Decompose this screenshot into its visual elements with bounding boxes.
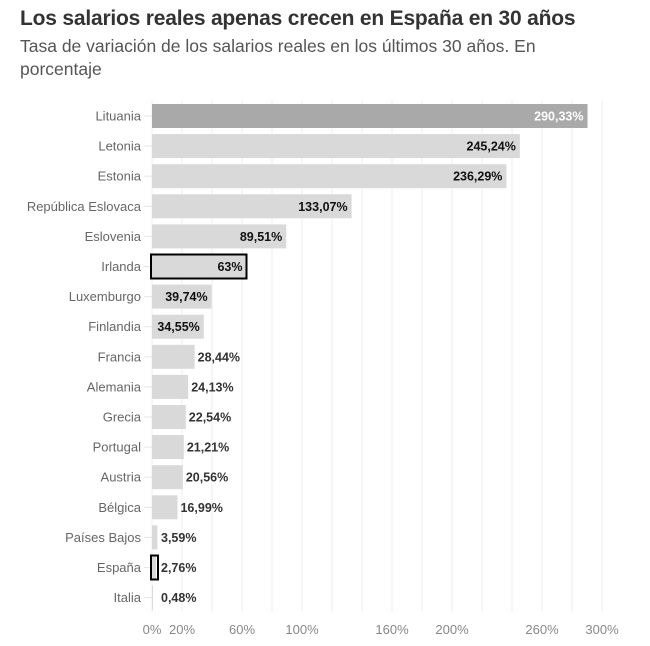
- chart-subtitle: Tasa de variación de los salarios reales…: [20, 36, 536, 79]
- x-tick-label: 160%: [375, 622, 409, 637]
- x-axis-ticks: 0% 20% 60% 100% 160% 200% 260% 300%: [143, 622, 619, 637]
- bar: [152, 525, 158, 550]
- bars: [150, 104, 588, 610]
- x-tick-label: 20%: [169, 622, 195, 637]
- value-label: 63%: [217, 260, 242, 274]
- category-label: Austria: [101, 470, 142, 485]
- bar: [152, 344, 195, 369]
- value-label: 39,74%: [165, 290, 207, 304]
- x-tick-label: 260%: [525, 622, 559, 637]
- bar: [152, 194, 352, 219]
- category-label: Irlanda: [101, 259, 142, 274]
- category-label: Eslovenia: [85, 229, 142, 244]
- value-label: 0,48%: [161, 591, 196, 605]
- bar: [152, 104, 588, 128]
- category-labels: Lituania Letonia Estonia República Eslovaca…: [27, 109, 142, 606]
- category-label: Países Bajos: [65, 530, 141, 545]
- bar: [152, 405, 186, 429]
- category-label: Grecia: [103, 410, 142, 425]
- value-labels: 290,33% 245,24% 236,29% 133,07% 89,51% 63% 39,…: [157, 110, 583, 606]
- bar: [152, 555, 157, 580]
- bar: [152, 314, 204, 339]
- category-label: Estonia: [98, 169, 142, 184]
- bar-highlight-outline: [150, 253, 248, 280]
- value-label: 133,07%: [298, 200, 347, 214]
- value-label: 89,51%: [240, 230, 282, 244]
- category-label: España: [97, 560, 142, 575]
- category-label: Luxemburgo: [69, 289, 141, 304]
- bar: [152, 374, 189, 399]
- category-label: Alemania: [87, 379, 142, 394]
- category-label: Letonia: [98, 139, 141, 154]
- category-label: Lituania: [95, 109, 141, 124]
- category-label: Finlandia: [88, 319, 142, 334]
- bar: [152, 254, 247, 279]
- chart-title: Los salarios reales apenas crecen en Esp…: [20, 7, 576, 30]
- x-tick-label: 100%: [285, 622, 319, 637]
- category-label: República Eslovaca: [27, 199, 142, 214]
- value-label: 3,59%: [161, 531, 196, 545]
- bar: [152, 435, 184, 460]
- value-label: 28,44%: [198, 350, 240, 364]
- x-tick-label: 0%: [143, 622, 162, 637]
- value-label: 16,99%: [180, 501, 222, 515]
- category-label: Italia: [114, 590, 142, 605]
- bar: [152, 284, 212, 309]
- bar: [152, 134, 520, 159]
- bar: [152, 164, 507, 189]
- value-label: 34,55%: [157, 320, 199, 334]
- value-label: 245,24%: [467, 140, 516, 154]
- x-tick-label: 300%: [585, 622, 619, 637]
- category-label: Francia: [98, 349, 142, 364]
- bar: [152, 585, 153, 610]
- value-label: 21,21%: [187, 441, 229, 455]
- bar-highlight-outline: [150, 554, 159, 581]
- x-tick-label: 60%: [229, 622, 255, 637]
- value-label: 2,76%: [161, 561, 196, 575]
- value-label: 290,33%: [534, 110, 583, 124]
- x-tick-label: 200%: [435, 622, 469, 637]
- value-label: 22,54%: [189, 411, 231, 425]
- value-label: 20,56%: [186, 471, 228, 485]
- bar: [152, 224, 287, 249]
- category-label: Portugal: [93, 440, 142, 455]
- bar: [152, 495, 178, 520]
- bar: [152, 465, 183, 490]
- category-label: Bélgica: [98, 500, 141, 515]
- value-label: 24,13%: [191, 380, 233, 394]
- value-label: 236,29%: [453, 170, 502, 184]
